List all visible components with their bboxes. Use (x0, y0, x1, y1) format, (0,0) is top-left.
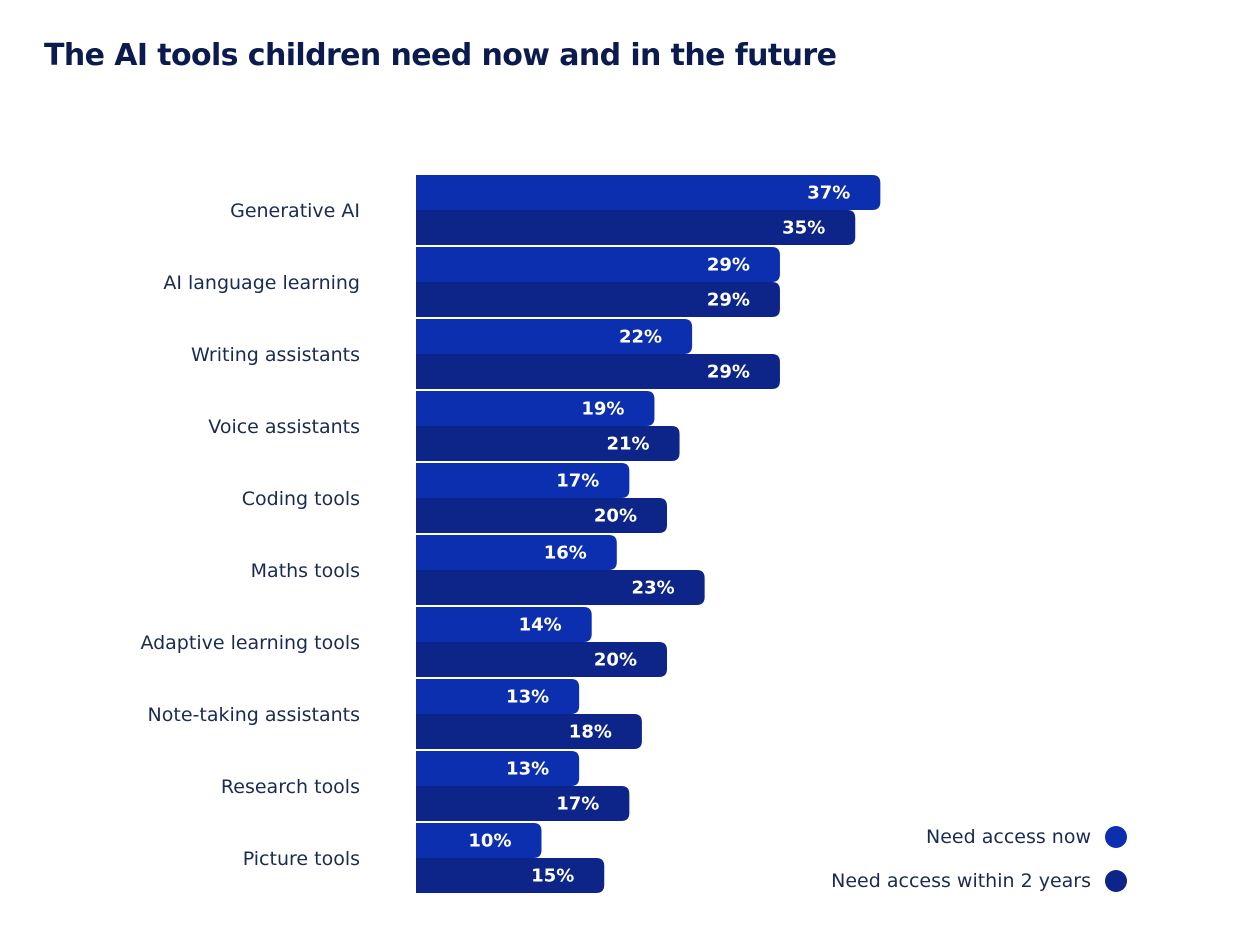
bar-future (416, 570, 705, 605)
bar-now (416, 391, 655, 426)
legend-swatch-now (1105, 826, 1127, 848)
bar-now (416, 751, 580, 786)
bar-now (416, 463, 630, 498)
category-label: Research tools (221, 776, 360, 798)
data-label-future: 15% (531, 866, 574, 887)
data-label-now: 13% (506, 759, 549, 780)
data-label-future: 23% (632, 578, 675, 599)
bar-future (416, 354, 780, 389)
category-label: Writing assistants (191, 344, 360, 366)
category-label: Generative AI (230, 200, 360, 222)
data-label-future: 29% (707, 362, 750, 383)
chart-title: The AI tools children need now and in th… (44, 38, 837, 73)
bar-now (416, 823, 542, 858)
legend-label-future: Need access within 2 years (831, 870, 1091, 892)
legend-swatch-future (1105, 870, 1127, 892)
legend-label-now: Need access now (926, 826, 1091, 848)
category-label: Note-taking assistants (148, 704, 360, 726)
bar-now (416, 607, 592, 642)
bar-now (416, 319, 693, 354)
bar-now (416, 247, 780, 282)
data-label-now: 37% (807, 183, 850, 204)
data-label-future: 21% (606, 434, 649, 455)
category-label: Voice assistants (208, 416, 360, 438)
data-label-now: 16% (544, 543, 587, 564)
bar-future (416, 858, 605, 893)
category-label: Picture tools (243, 848, 360, 870)
bar-future (416, 210, 856, 245)
legend-item-now: Need access now (926, 826, 1127, 848)
data-label-now: 22% (619, 327, 662, 348)
category-label: AI language learning (163, 272, 360, 294)
bar-future (416, 642, 667, 677)
legend-item-future: Need access within 2 years (831, 870, 1127, 892)
data-label-now: 13% (506, 687, 549, 708)
data-label-future: 35% (782, 218, 825, 239)
bar-now (416, 679, 580, 714)
bar-future (416, 282, 780, 317)
data-label-future: 29% (707, 290, 750, 311)
data-label-future: 20% (594, 506, 637, 527)
category-label: Coding tools (242, 488, 360, 510)
bar-future (416, 498, 667, 533)
data-label-now: 10% (468, 831, 511, 852)
bar-now (416, 175, 881, 210)
data-label-now: 19% (581, 399, 624, 420)
data-label-now: 17% (556, 471, 599, 492)
bar-future (416, 714, 642, 749)
data-label-future: 18% (569, 722, 612, 743)
category-label: Adaptive learning tools (140, 632, 360, 654)
data-label-future: 17% (556, 794, 599, 815)
data-label-now: 29% (707, 255, 750, 276)
bar-now (416, 535, 617, 570)
bar-future (416, 786, 630, 821)
data-label-now: 14% (519, 615, 562, 636)
bar-future (416, 426, 680, 461)
category-label: Maths tools (251, 560, 360, 582)
data-label-future: 20% (594, 650, 637, 671)
